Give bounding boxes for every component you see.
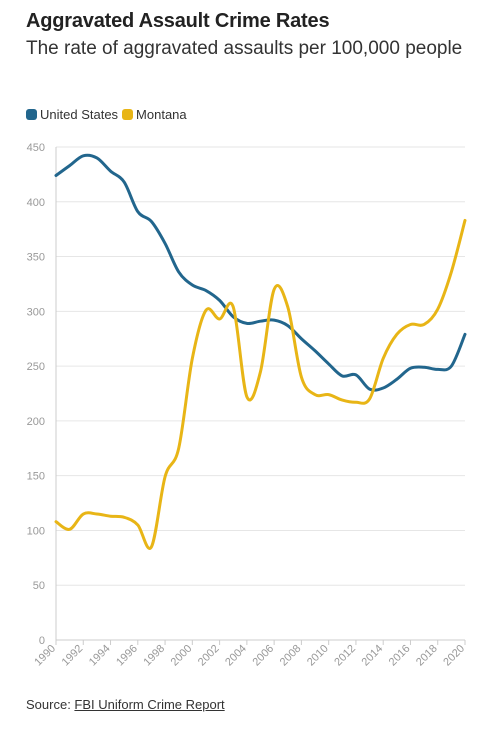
source-prefix: Source: (26, 697, 75, 712)
legend-swatch-montana (122, 109, 134, 120)
grid-lines (55, 146, 465, 641)
chart-legend: United States Montana (26, 107, 191, 122)
chart-subtitle: The rate of aggravated assaults per 100,… (26, 38, 463, 59)
series-line-united-states (54, 153, 467, 392)
series-line-montana (54, 218, 467, 550)
x-axis: 1990 1992 1994 1996 1998 2000 2002 2004 2006 2008… (32, 640, 467, 668)
x-tick-label-1996: 1996 (114, 643, 140, 669)
chart-title: Aggravated Assault Crime Rates (26, 10, 330, 32)
legend-item-united-states: United States (26, 107, 118, 122)
x-tick-label-2014: 2014 (360, 643, 386, 669)
x-tick-label-1990: 1990 (32, 643, 58, 669)
chart-header: Aggravated Assault Crime Rates The rate … (26, 8, 486, 61)
legend-label-united-states: United States (40, 107, 119, 122)
y-tick-label-300: 300 (27, 306, 45, 318)
y-tick-label-350: 350 (27, 252, 45, 264)
y-tick-label-450: 450 (27, 142, 45, 154)
x-tick-label-2018: 2018 (414, 643, 440, 669)
y-axis: 0 50 100 150 200 250 300 350 400 450 (27, 142, 45, 647)
legend-label-montana: Montana (136, 107, 187, 122)
x-tick-label-1998: 1998 (141, 643, 167, 669)
x-tick-label-2000: 2000 (169, 643, 195, 669)
x-tick-label-1992: 1992 (60, 643, 86, 669)
x-tick-label-2020: 2020 (441, 643, 467, 669)
y-tick-label-200: 200 (27, 416, 45, 428)
x-tick-label-2006: 2006 (250, 643, 276, 669)
y-tick-label-50: 50 (33, 580, 45, 592)
x-tick-label-2010: 2010 (305, 643, 331, 669)
y-tick-label-100: 100 (27, 525, 45, 537)
y-tick-label-400: 400 (27, 197, 45, 209)
y-tick-label-0: 0 (39, 635, 45, 647)
x-tick-label-2008: 2008 (278, 643, 304, 669)
series-lines (54, 153, 467, 550)
x-tick-label-1994: 1994 (87, 643, 113, 669)
x-tick-label-2004: 2004 (223, 643, 249, 669)
y-tick-label-150: 150 (27, 471, 45, 483)
legend-item-montana: Montana (122, 107, 187, 122)
line-chart: 0 50 100 150 200 250 300 350 400 450 1990 1992 1994… (27, 142, 467, 668)
source-link[interactable]: FBI Uniform Crime Report (74, 697, 225, 712)
y-tick-label-250: 250 (27, 361, 45, 373)
x-tick-label-2002: 2002 (196, 643, 222, 669)
source-footer: Source: FBI Uniform Crime Report (26, 697, 225, 712)
x-tick-label-2012: 2012 (332, 643, 358, 669)
legend-swatch-united-states (26, 109, 37, 120)
x-tick-label-2016: 2016 (387, 643, 413, 669)
